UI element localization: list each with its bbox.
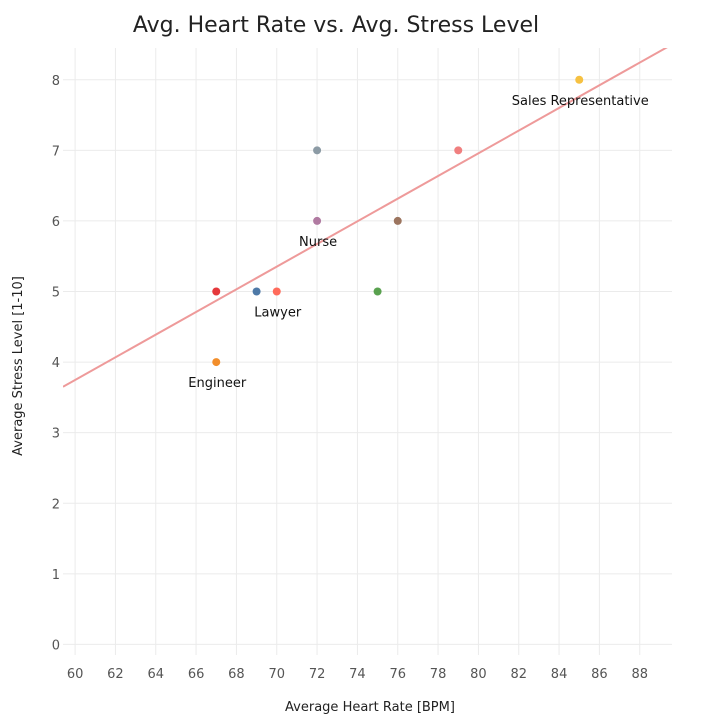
y-tick-label: 7: [52, 144, 60, 159]
data-point: [212, 287, 221, 296]
y-tick-label: 2: [52, 497, 60, 512]
x-axis-label: Average Heart Rate [BPM]: [285, 700, 455, 715]
x-tick-label: 66: [188, 667, 205, 682]
x-tick-label: 88: [631, 667, 648, 682]
data-point: [373, 287, 382, 296]
x-tick-label: 70: [268, 667, 285, 682]
points-layer: [212, 75, 584, 367]
y-tick-label: 6: [52, 215, 60, 230]
x-tick-label: 82: [510, 667, 527, 682]
y-axis-label: Average Stress Level [1-10]: [11, 276, 26, 456]
data-point: [313, 146, 322, 155]
x-tick-label: 80: [470, 667, 487, 682]
x-tick-label: 64: [147, 667, 164, 682]
x-tick-label: 72: [309, 667, 326, 682]
point-annotation: Lawyer: [254, 306, 302, 321]
y-tick-label: 3: [52, 427, 60, 442]
trendline: [63, 48, 668, 388]
point-annotation: Sales Representative: [512, 94, 649, 109]
data-point: [393, 216, 402, 225]
grid: [63, 48, 672, 655]
y-tick-label: 8: [52, 74, 60, 89]
point-annotation: Engineer: [188, 376, 247, 391]
data-point: [575, 75, 584, 84]
x-tick-label: 84: [551, 667, 568, 682]
data-point: [212, 358, 221, 367]
x-tick-label: 78: [430, 667, 447, 682]
y-tick-label: 5: [52, 286, 60, 301]
x-tick-label: 60: [67, 667, 84, 682]
data-point: [252, 287, 261, 296]
data-point: [313, 216, 322, 225]
data-point: [272, 287, 281, 296]
point-annotation: Nurse: [299, 235, 337, 250]
y-tick-label: 1: [52, 568, 60, 583]
data-point: [454, 146, 463, 155]
x-tick-label: 76: [389, 667, 406, 682]
x-axis-ticks: 60 62 64 66 68 70 72 74 76 78 80 82 84 86 88: [67, 667, 648, 682]
x-tick-label: 74: [349, 667, 366, 682]
y-axis-ticks: 0 1 2 3 4 5 6 7 8: [52, 74, 60, 654]
trendline-layer: [63, 48, 668, 388]
x-tick-label: 62: [107, 667, 124, 682]
x-tick-label: 68: [228, 667, 245, 682]
chart-title: Avg. Heart Rate vs. Avg. Stress Level: [133, 13, 539, 38]
y-tick-label: 0: [52, 638, 60, 653]
annotation-layer: Engineer Lawyer Nurse Sales Representative: [188, 94, 648, 391]
y-tick-label: 4: [52, 356, 60, 371]
x-tick-label: 86: [591, 667, 608, 682]
